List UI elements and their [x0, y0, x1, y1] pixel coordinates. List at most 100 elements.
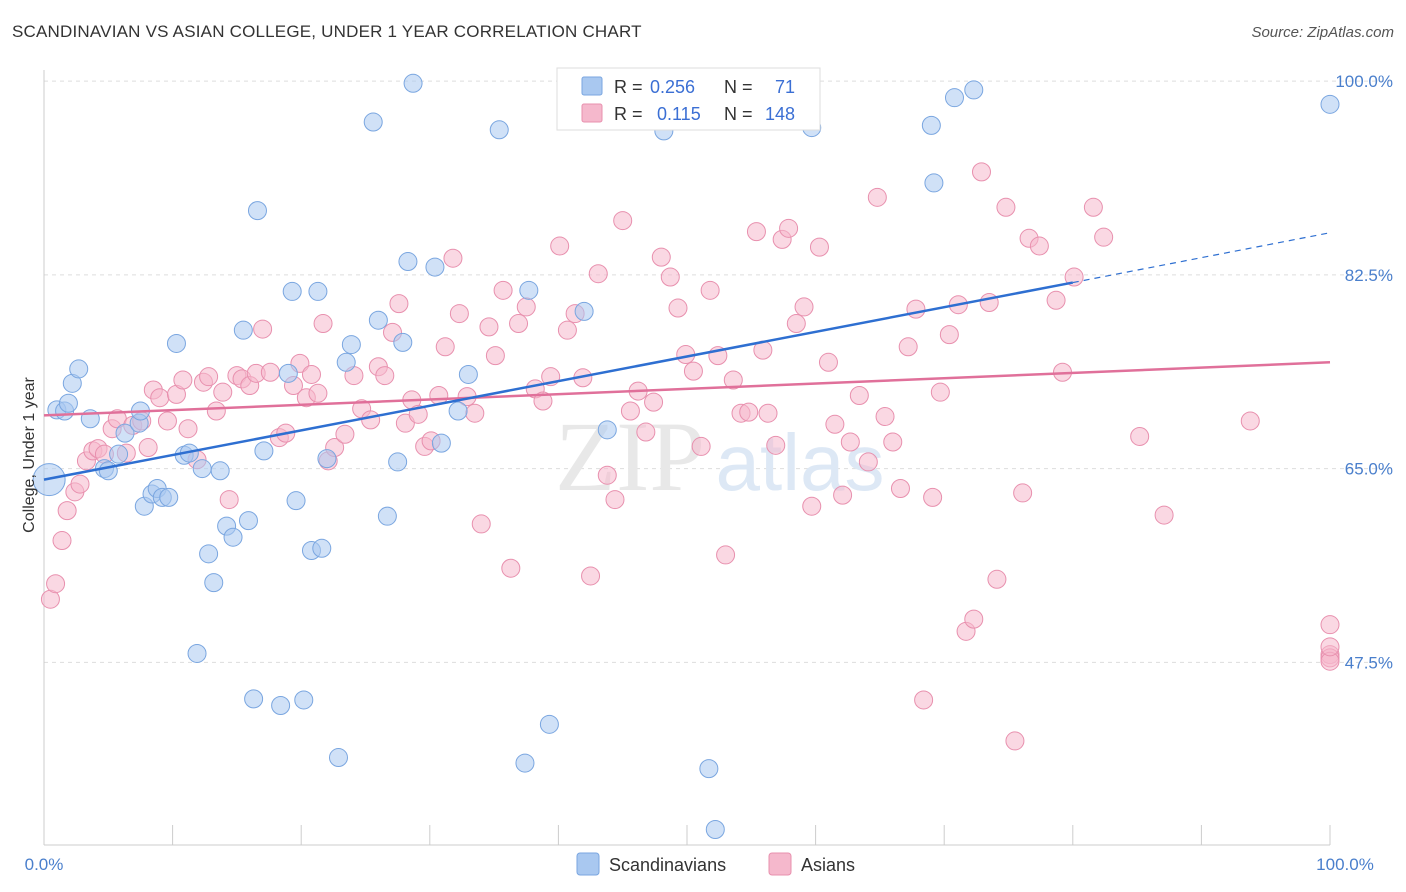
asians-point-106 — [802, 496, 822, 516]
scandinavians-point-22 — [192, 459, 212, 479]
scandinavians-point-10 — [115, 423, 135, 443]
asians-trend-line — [43, 361, 1331, 417]
scandinavians-point-48 — [388, 452, 408, 472]
asians-point-86 — [651, 247, 671, 267]
scandinavians-point-46 — [368, 310, 388, 330]
y-tick-label-2: 82.5% — [1345, 266, 1393, 285]
asians-point-116 — [883, 432, 903, 452]
asians-point-74 — [557, 320, 577, 340]
asians-point-24 — [199, 367, 219, 387]
y-axis-title: College, Under 1 year — [21, 377, 38, 533]
asians-point-62 — [465, 403, 485, 423]
scandinavians-point-5 — [69, 359, 89, 379]
asians-point-15 — [138, 438, 158, 458]
scandinavians-point-69 — [964, 80, 984, 100]
scandinavians-trend-line — [43, 281, 1074, 481]
scandinavians-point-17 — [159, 487, 179, 507]
asians-point-114 — [867, 187, 887, 207]
asians-point-40 — [308, 383, 328, 403]
asians-points — [40, 162, 1340, 751]
scandinavians-point-33 — [271, 696, 291, 715]
scandinavians-point-55 — [458, 364, 478, 384]
asians-point-104 — [786, 314, 806, 334]
scandinavians-point-64 — [705, 820, 725, 839]
scandinavians-point-27 — [223, 527, 243, 547]
asians-point-147 — [1320, 637, 1340, 657]
stats-n-label-2: N = — [724, 104, 753, 124]
asians-point-112 — [849, 386, 869, 405]
asians-point-66 — [493, 280, 513, 300]
asians-point-59 — [443, 248, 463, 268]
scandinavians-point-57 — [515, 753, 535, 773]
scandinavians-point-61 — [597, 420, 617, 440]
asians-point-5 — [70, 474, 90, 494]
scandinavians-point-30 — [244, 689, 264, 709]
asians-point-65 — [485, 346, 505, 366]
y-tick-label-0: 47.5% — [1345, 653, 1393, 672]
scandinavians-point-9 — [109, 444, 129, 464]
asians-point-129 — [987, 569, 1007, 589]
asians-point-79 — [597, 465, 617, 485]
scandinavians-point-63 — [699, 759, 719, 779]
y-tick-label-3: 100.0% — [1335, 72, 1393, 91]
asians-point-97 — [739, 402, 759, 422]
asians-point-113 — [858, 452, 878, 472]
scandinavians-point-36 — [286, 491, 306, 511]
asians-point-82 — [620, 401, 640, 421]
asians-point-58 — [435, 337, 455, 357]
asians-point-3 — [57, 501, 77, 521]
asians-point-94 — [716, 545, 736, 565]
scandinavians-point-58 — [519, 280, 539, 300]
scandinavians-point-18 — [166, 333, 186, 353]
asians-point-39 — [301, 364, 321, 384]
x-tick-label-min: 0.0% — [25, 855, 64, 874]
asians-point-80 — [605, 490, 625, 510]
watermark: ZIP atlas — [555, 401, 884, 512]
asians-point-115 — [875, 407, 895, 427]
legend-swatch-scandinavians — [576, 852, 600, 876]
scandinavians-point-25 — [210, 461, 230, 481]
asians-point-49 — [375, 366, 395, 386]
asians-point-90 — [683, 361, 703, 381]
scandinavians-point-29 — [238, 511, 258, 531]
asians-point-118 — [898, 337, 918, 357]
scandinavians-point-42 — [328, 748, 348, 768]
scandinavians-point-35 — [282, 281, 302, 301]
asians-point-60 — [449, 304, 469, 324]
scandinavians-point-41 — [317, 449, 337, 469]
scandinavians-point-51 — [403, 73, 423, 93]
scandinavians-point-43 — [336, 352, 356, 372]
stats-swatch-scandinavians — [581, 76, 603, 96]
scandinavians-point-40 — [312, 538, 332, 558]
asians-point-33 — [260, 362, 280, 382]
asians-point-143 — [1320, 615, 1340, 635]
scandinavians-point-32 — [254, 441, 274, 461]
asians-point-63 — [471, 514, 491, 534]
asians-point-132 — [1013, 483, 1033, 503]
asians-point-120 — [914, 690, 934, 710]
asians-point-142 — [1240, 411, 1260, 431]
stats-r-label-1: R = — [614, 77, 643, 97]
scandinavians-point-50 — [398, 252, 418, 272]
asians-point-68 — [509, 314, 529, 334]
asians-point-119 — [906, 299, 926, 319]
scandinavians-point-23 — [199, 544, 219, 564]
scandinavians-point-24 — [204, 573, 224, 593]
asians-point-141 — [1154, 505, 1174, 525]
asians-point-87 — [660, 267, 680, 287]
legend-label-scandinavians: Scandinavians — [609, 855, 726, 875]
asians-point-105 — [794, 297, 814, 317]
asians-point-95 — [723, 370, 743, 390]
asians-point-44 — [335, 424, 355, 444]
asians-point-110 — [833, 485, 853, 505]
asians-point-103 — [779, 218, 799, 238]
stats-n-label-1: N = — [724, 77, 753, 97]
x-ticks — [172, 825, 1331, 845]
scandinavians-point-21 — [187, 643, 207, 663]
scandinavians-point-49 — [393, 332, 413, 352]
asians-point-25 — [206, 401, 226, 421]
scandinavians-point-60 — [574, 301, 594, 321]
asians-point-26 — [213, 382, 233, 402]
asians-point-51 — [389, 294, 409, 314]
stats-r-label-2: R = — [614, 104, 643, 124]
